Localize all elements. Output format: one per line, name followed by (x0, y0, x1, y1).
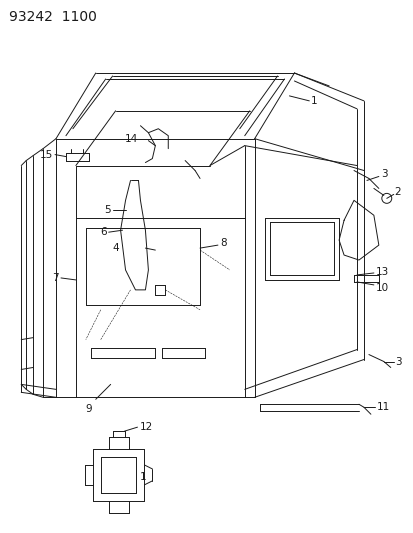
Text: 3: 3 (380, 169, 387, 180)
Text: 6: 6 (100, 227, 107, 237)
Text: 9: 9 (85, 404, 92, 414)
Text: 93242  1100: 93242 1100 (9, 10, 97, 25)
Text: 15: 15 (40, 150, 53, 159)
Text: 14: 14 (125, 134, 138, 144)
Text: 2: 2 (394, 188, 400, 197)
Text: 1: 1 (139, 472, 146, 482)
Text: 3: 3 (394, 357, 400, 367)
Text: 12: 12 (139, 422, 152, 432)
Text: 8: 8 (219, 238, 226, 248)
Text: 11: 11 (376, 402, 389, 412)
Text: 7: 7 (52, 273, 59, 283)
Text: 5: 5 (104, 205, 110, 215)
Text: 10: 10 (375, 283, 388, 293)
Text: 13: 13 (375, 267, 388, 277)
Text: 4: 4 (112, 243, 118, 253)
Text: 1: 1 (311, 96, 317, 106)
